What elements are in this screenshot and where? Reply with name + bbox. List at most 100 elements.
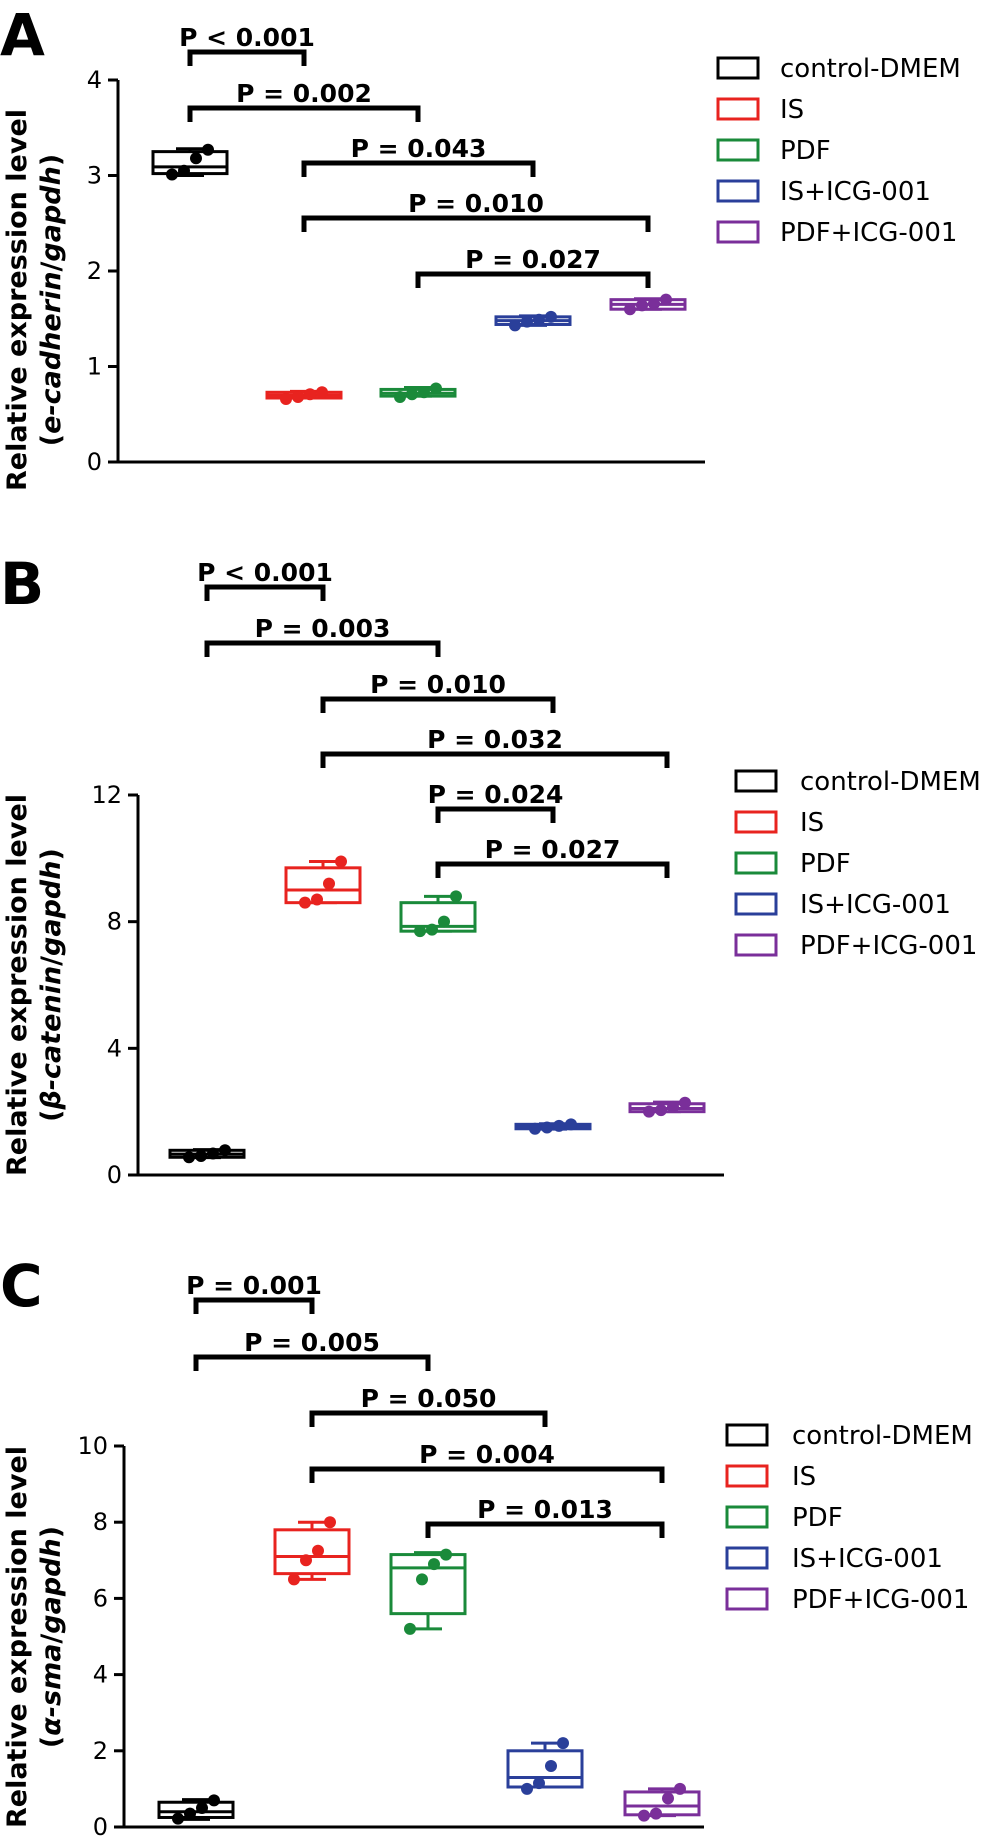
p-value-label: P = 0.013	[477, 1495, 613, 1524]
data-point	[679, 1096, 691, 1109]
significance-bracket: P = 0.027	[435, 835, 670, 878]
legend-swatch	[716, 220, 760, 244]
p-value-label: P = 0.043	[351, 134, 487, 163]
p-value-label: P = 0.010	[370, 670, 506, 699]
data-point	[545, 1760, 557, 1773]
data-point	[178, 164, 190, 177]
box-4	[609, 293, 687, 316]
box-2	[389, 1548, 467, 1635]
data-point	[299, 896, 311, 909]
y-axis-label-line1: Relative expression level	[2, 1446, 33, 1828]
legend-swatch	[734, 933, 778, 957]
bracket-line	[309, 1466, 665, 1483]
data-point	[190, 152, 202, 165]
legend-label: control-DMEM	[800, 767, 981, 797]
data-point	[430, 382, 442, 395]
data-point	[521, 315, 533, 328]
y-axis-label: Relative expression level (β-catenin/gapd…	[2, 794, 67, 1176]
data-point	[438, 915, 450, 928]
significance-bracket: P = 0.043	[301, 134, 536, 177]
legend-swatch	[725, 1587, 769, 1611]
bracket-line	[309, 1410, 548, 1427]
y-axis-label-ref: gapdh	[36, 1538, 67, 1633]
box-1	[273, 1516, 351, 1586]
y-tick-label: 6	[93, 1584, 108, 1612]
p-value-label: P = 0.004	[419, 1440, 555, 1469]
y-axis-label-line2: (α-sma/gapdh)	[36, 1526, 67, 1748]
data-point	[292, 391, 304, 404]
legend-label: IS	[780, 95, 804, 125]
y-axis-label-line2: (e-cadherin/gapdh)	[36, 154, 67, 446]
y-tick-label: 4	[87, 66, 102, 94]
legend-swatch	[734, 769, 778, 793]
significance-bracket: P = 0.032	[320, 725, 670, 768]
data-point	[418, 386, 430, 399]
y-axis-label: Relative expression level (α-sma/gapdh)	[2, 1446, 67, 1828]
legend-label: IS+ICG-001	[792, 1544, 943, 1574]
significance-bracket: P = 0.027	[415, 245, 651, 288]
p-value-label: P < 0.001	[197, 558, 333, 587]
significance-bracket: P = 0.024	[428, 780, 563, 823]
data-point	[648, 297, 660, 310]
y-axis-label-pre: (	[36, 1110, 67, 1122]
data-point	[521, 1782, 533, 1795]
box-iqr	[151, 150, 229, 176]
legend-swatch	[734, 810, 778, 834]
box-0	[151, 143, 229, 181]
box-4	[628, 1096, 706, 1118]
legend-label: control-DMEM	[792, 1421, 973, 1451]
data-point	[643, 1105, 655, 1118]
data-point	[553, 1119, 565, 1132]
y-axis-label-post: )	[36, 1526, 67, 1538]
y-axis-label: Relative expression level (e-cadherin/gap…	[2, 109, 67, 491]
y-axis-label-pre: (	[36, 1736, 67, 1748]
y-tick-label: 0	[107, 1161, 122, 1189]
data-point	[565, 1118, 577, 1131]
significance-bracket: P < 0.001	[179, 23, 315, 66]
data-point	[638, 1809, 650, 1822]
data-point	[450, 890, 462, 903]
y-tick-label: 8	[107, 908, 122, 936]
y-axis-label-sep: /	[36, 261, 67, 271]
y-axis-label-ref: gapdh	[36, 861, 67, 956]
y-tick-label: 0	[87, 448, 102, 476]
legend: control-DMEM IS PDF IS+ICG-001 PDF+ICG-001	[734, 767, 981, 961]
significance-bracket: P = 0.001	[186, 1271, 322, 1314]
y-axis-label-ref: gapdh	[36, 166, 67, 261]
y-axis-label-gene: β-catenin	[36, 966, 67, 1111]
legend: control-DMEM IS PDF IS+ICG-001 PDF+ICG-001	[725, 1421, 973, 1615]
p-value-label: P = 0.001	[186, 1271, 322, 1300]
bracket-line	[415, 271, 651, 288]
panel-letter: C	[0, 1252, 43, 1320]
y-axis-label-post: )	[36, 848, 67, 860]
data-point	[660, 293, 672, 306]
legend-swatch	[716, 138, 760, 162]
y-axis-label-sep: /	[36, 1634, 67, 1644]
bracket-line	[320, 696, 556, 713]
data-point	[335, 855, 347, 868]
data-point	[667, 1100, 679, 1113]
legend-swatch	[734, 892, 778, 916]
p-value-label: P < 0.001	[179, 23, 315, 52]
data-point	[394, 391, 406, 404]
p-value-label: P = 0.050	[361, 1384, 497, 1413]
data-point	[195, 1150, 207, 1162]
data-point	[288, 1573, 300, 1586]
legend-swatch	[716, 179, 760, 203]
box-1	[284, 855, 362, 909]
data-point	[650, 1807, 662, 1820]
box-3	[514, 1118, 592, 1135]
data-point	[208, 1794, 220, 1807]
data-point	[428, 1558, 440, 1571]
legend-label: PDF+ICG-001	[780, 218, 957, 248]
box-0	[157, 1794, 235, 1825]
bracket-line	[193, 1297, 315, 1314]
legend-swatch	[725, 1505, 769, 1529]
bracket-line	[301, 215, 651, 232]
panel-a: A Relative expression level (e-cadherin/ga…	[0, 1, 961, 491]
significance-bracket: P < 0.001	[197, 558, 333, 601]
box-4	[623, 1782, 701, 1822]
significance-bracket: P = 0.004	[309, 1440, 665, 1483]
significance-bracket: P = 0.010	[320, 670, 556, 713]
data-point	[406, 388, 418, 401]
